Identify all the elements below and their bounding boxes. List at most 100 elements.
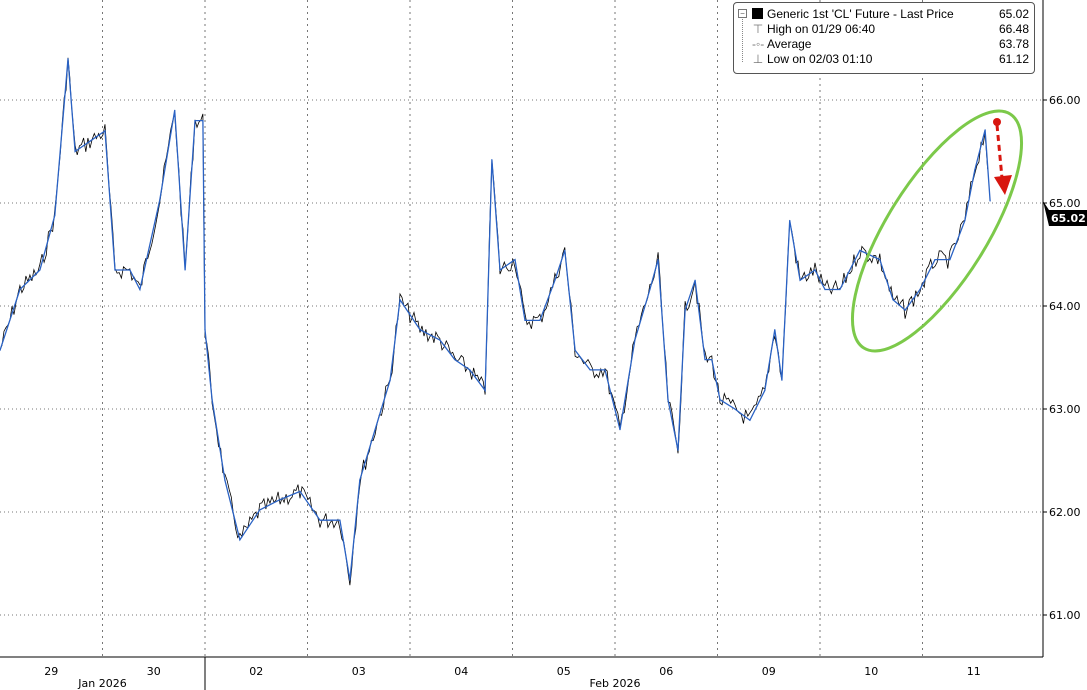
price-point (184, 269, 186, 271)
down-arrow-head (994, 175, 1012, 195)
price-point (839, 288, 841, 291)
price-point (749, 419, 751, 421)
price-point (299, 490, 301, 492)
price-point (224, 479, 226, 481)
legend: − Generic 1st 'CL' Future - Last Price 6… (733, 2, 1035, 74)
price-point (934, 259, 936, 261)
price-point (129, 269, 131, 271)
price-point (949, 259, 951, 261)
price-point (194, 120, 196, 122)
price-point (174, 109, 176, 111)
price-point (159, 199, 161, 201)
price-point (359, 479, 361, 481)
price-point (892, 299, 894, 301)
price-point (319, 519, 321, 521)
price-point (279, 499, 281, 501)
annotations (850, 109, 1024, 353)
highlight-ellipse (850, 109, 1024, 353)
price-point (677, 449, 679, 451)
price-point (399, 299, 401, 301)
month-label: Jan 2026 (77, 677, 126, 690)
price-point (694, 279, 696, 281)
price-point (439, 339, 441, 341)
price-point (19, 288, 21, 291)
price-point (374, 429, 376, 431)
black-square-icon (752, 8, 763, 19)
x-tick-label: 09 (762, 665, 776, 678)
price-point (389, 379, 391, 381)
x-tick-label: 30 (147, 665, 161, 678)
high-marker-icon: ⊤ (752, 22, 764, 36)
price-point (54, 214, 56, 216)
price-point (789, 219, 791, 222)
y-tick-label: 66.00 (1049, 94, 1081, 107)
price-point (211, 399, 213, 401)
price-point (919, 288, 921, 291)
legend-item-low: ⊥ Low on 02/03 01:10 61.12 (752, 52, 1029, 66)
low-marker-icon: ⊥ (752, 52, 764, 66)
average-marker-icon: -◦- (752, 37, 765, 51)
price-point (719, 399, 721, 401)
price-point (491, 159, 493, 161)
price-point (589, 369, 591, 371)
price-point (514, 259, 516, 261)
price-point (524, 319, 526, 322)
legend-item-high: ⊤ High on 01/29 06:40 66.48 (752, 22, 1029, 36)
y-tick-label: 64.00 (1049, 300, 1081, 313)
legend-item-average: -◦- Average 63.78 (752, 37, 1029, 51)
price-point (604, 369, 606, 371)
x-tick-label: 03 (352, 665, 366, 678)
price-series (0, 57, 991, 586)
price-point (574, 349, 576, 351)
price-point (104, 130, 106, 132)
y-tick-label: 65.00 (1049, 197, 1081, 210)
x-tick-label: 10 (864, 665, 878, 678)
price-point (619, 429, 621, 431)
price-point (814, 269, 816, 271)
price-point (204, 329, 206, 331)
price-point (469, 369, 471, 371)
price-point (0, 349, 1, 351)
price-point (974, 169, 976, 171)
x-tick-label: 06 (659, 665, 673, 678)
price-point (859, 249, 861, 251)
y-tick-label: 63.00 (1049, 403, 1081, 416)
price-point (774, 329, 776, 331)
price-line (0, 58, 991, 581)
down-arrow-shaft (995, 124, 1004, 179)
price-point (984, 129, 986, 131)
price-point (349, 579, 351, 581)
price-point (634, 339, 636, 341)
x-tick-label: 02 (249, 665, 263, 678)
price-point (964, 219, 966, 222)
price-point (74, 150, 76, 153)
price-point (667, 399, 669, 401)
price-point (657, 259, 659, 261)
price-line-noise (0, 57, 988, 586)
legend-tree-line (742, 12, 749, 62)
month-label: Feb 2026 (590, 677, 641, 690)
price-point (904, 309, 906, 311)
price-point (419, 329, 421, 331)
price-point (564, 249, 566, 251)
price-point (259, 509, 261, 511)
x-tick-label: 11 (967, 665, 981, 678)
price-point (711, 358, 713, 361)
price-point (539, 319, 541, 322)
price-point (764, 389, 766, 392)
price-point (989, 200, 991, 202)
price-point (114, 269, 116, 271)
legend-item-last-price: Generic 1st 'CL' Future - Last Price 65.… (734, 7, 1034, 22)
x-tick-label: 04 (454, 665, 468, 678)
price-point (704, 358, 706, 361)
price-point (824, 288, 826, 291)
collapse-icon[interactable]: − (738, 9, 747, 18)
x-tick-label: 29 (44, 665, 58, 678)
price-point (649, 288, 651, 291)
last-price-tag (1043, 200, 1087, 226)
price-point (734, 408, 736, 410)
price-point (799, 279, 801, 281)
price-point (454, 358, 456, 361)
